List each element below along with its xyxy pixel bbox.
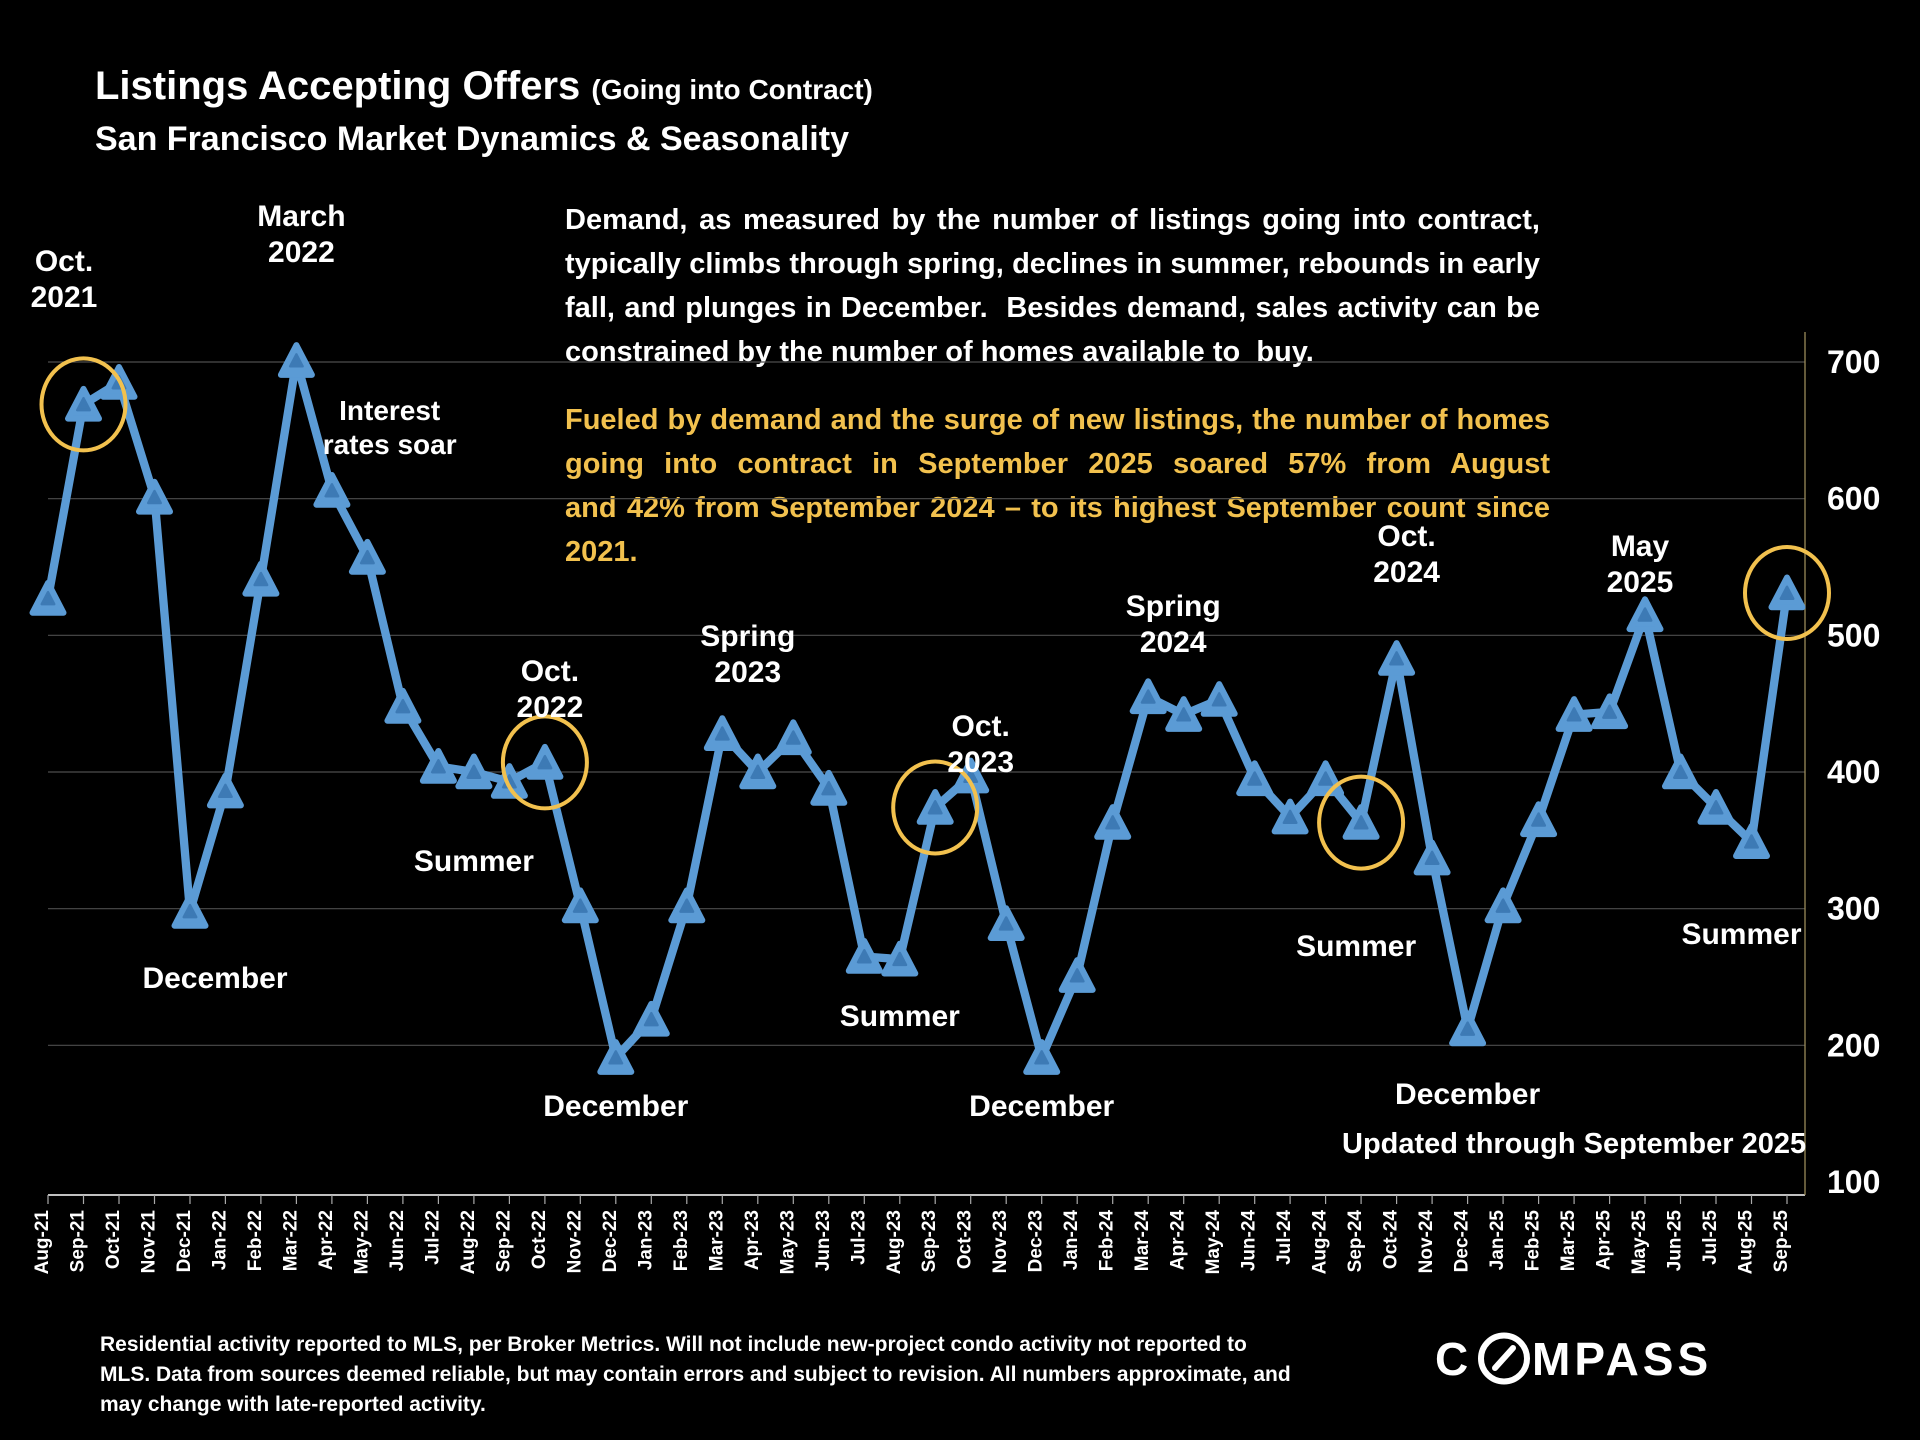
svg-text:Jul-24: Jul-24 <box>1274 1210 1295 1265</box>
svg-text:Jun-22: Jun-22 <box>387 1210 408 1271</box>
svg-text:Sep-25: Sep-25 <box>1771 1210 1792 1273</box>
svg-text:May-23: May-23 <box>777 1210 798 1274</box>
svg-text:Jan-22: Jan-22 <box>209 1210 230 1270</box>
svg-text:Dec-21: Dec-21 <box>174 1210 195 1273</box>
svg-text:May-24: May-24 <box>1203 1210 1224 1275</box>
svg-text:Sep-22: Sep-22 <box>493 1210 514 1272</box>
svg-text:400: 400 <box>1827 754 1880 790</box>
svg-text:Nov-22: Nov-22 <box>564 1210 585 1273</box>
svg-text:Feb-25: Feb-25 <box>1523 1210 1544 1272</box>
svg-text:600: 600 <box>1827 481 1880 517</box>
svg-text:Jun-25: Jun-25 <box>1665 1210 1686 1272</box>
svg-text:Oct-21: Oct-21 <box>103 1210 124 1270</box>
svg-text:300: 300 <box>1827 891 1880 927</box>
svg-text:MPASS: MPASS <box>1532 1333 1712 1385</box>
svg-text:Aug-25: Aug-25 <box>1736 1210 1757 1275</box>
svg-text:Mar-23: Mar-23 <box>706 1210 727 1271</box>
svg-text:May-22: May-22 <box>351 1210 372 1274</box>
svg-text:Nov-21: Nov-21 <box>139 1210 160 1274</box>
svg-text:Dec-22: Dec-22 <box>600 1210 621 1272</box>
svg-text:Aug-21: Aug-21 <box>32 1210 53 1275</box>
svg-text:Nov-23: Nov-23 <box>990 1210 1011 1273</box>
svg-text:200: 200 <box>1827 1027 1880 1063</box>
svg-text:C: C <box>1435 1333 1469 1385</box>
svg-text:Aug-23: Aug-23 <box>884 1210 905 1274</box>
svg-text:Sep-24: Sep-24 <box>1345 1210 1366 1273</box>
svg-text:100: 100 <box>1827 1164 1880 1200</box>
svg-text:Nov-24: Nov-24 <box>1416 1210 1437 1274</box>
svg-text:Mar-22: Mar-22 <box>280 1210 301 1271</box>
svg-text:500: 500 <box>1827 617 1880 653</box>
svg-text:Jul-22: Jul-22 <box>422 1210 443 1265</box>
svg-text:Jan-25: Jan-25 <box>1487 1210 1508 1271</box>
svg-text:Feb-23: Feb-23 <box>671 1210 692 1271</box>
svg-text:Mar-24: Mar-24 <box>1132 1210 1153 1272</box>
svg-text:Aug-24: Aug-24 <box>1310 1210 1331 1275</box>
svg-text:May-25: May-25 <box>1629 1210 1650 1275</box>
svg-text:700: 700 <box>1827 344 1880 380</box>
svg-text:Jul-23: Jul-23 <box>848 1210 869 1265</box>
svg-text:Apr-25: Apr-25 <box>1594 1210 1615 1271</box>
svg-text:Apr-23: Apr-23 <box>742 1210 763 1270</box>
svg-text:Oct-23: Oct-23 <box>955 1210 976 1269</box>
svg-text:Jan-24: Jan-24 <box>1061 1210 1082 1271</box>
svg-text:Jan-23: Jan-23 <box>635 1210 656 1270</box>
svg-text:Apr-22: Apr-22 <box>316 1210 337 1270</box>
svg-text:Oct-22: Oct-22 <box>529 1210 550 1269</box>
svg-text:Apr-24: Apr-24 <box>1168 1210 1189 1271</box>
svg-text:Sep-23: Sep-23 <box>919 1210 940 1272</box>
svg-text:Feb-22: Feb-22 <box>245 1210 266 1271</box>
svg-text:Jul-25: Jul-25 <box>1700 1210 1721 1265</box>
svg-text:Jun-24: Jun-24 <box>1239 1210 1260 1272</box>
svg-text:Sep-21: Sep-21 <box>68 1210 89 1273</box>
svg-text:Mar-25: Mar-25 <box>1558 1210 1579 1272</box>
svg-text:Dec-24: Dec-24 <box>1452 1210 1473 1273</box>
svg-text:Jun-23: Jun-23 <box>813 1210 834 1271</box>
svg-text:Aug-22: Aug-22 <box>458 1210 479 1274</box>
svg-text:Feb-24: Feb-24 <box>1097 1210 1118 1272</box>
svg-text:Oct-24: Oct-24 <box>1381 1210 1402 1270</box>
svg-text:Dec-23: Dec-23 <box>1026 1210 1047 1272</box>
